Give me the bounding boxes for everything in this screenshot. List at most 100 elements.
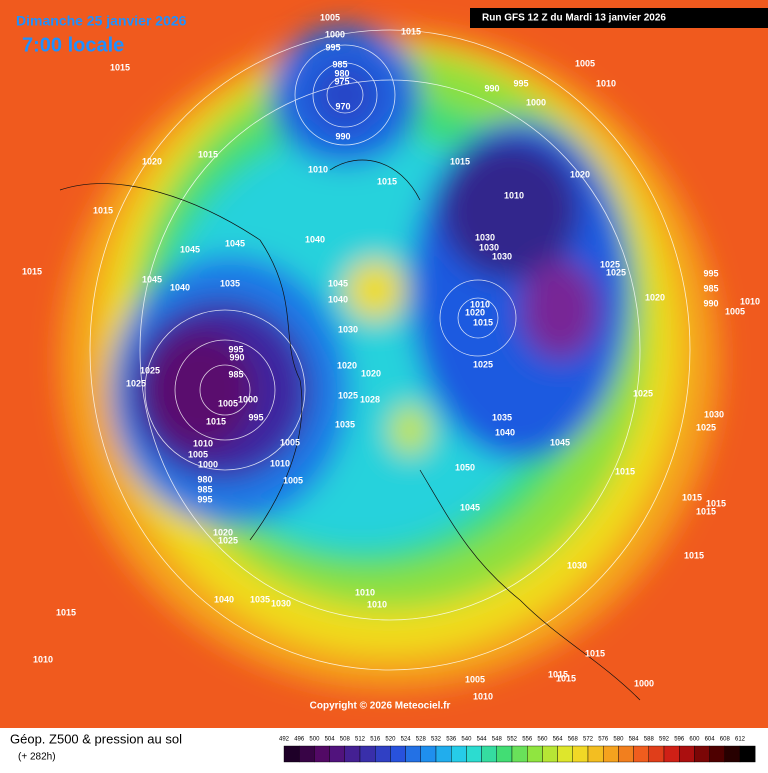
scale-label: 492: [279, 737, 290, 743]
isobar-label: 1025: [473, 359, 493, 369]
field: [0, 0, 768, 728]
isobar-label: 1010: [193, 438, 213, 448]
isobar-label: 1000: [634, 678, 654, 688]
isobar-label: 1025: [606, 267, 626, 277]
isobar-label: 1015: [706, 498, 726, 508]
color-swatch: [359, 745, 376, 763]
isobar-label: 1005: [575, 58, 595, 68]
isobar-label: 1005: [320, 12, 340, 22]
isobar-label: 1020: [645, 292, 665, 302]
isobar-label: 1010: [33, 654, 53, 664]
isobar-label: 1000: [198, 459, 218, 469]
color-swatch: [314, 745, 330, 763]
color-swatch: [435, 745, 452, 763]
scale-label: 536: [446, 737, 457, 743]
color-swatch: [679, 745, 695, 763]
isobar-label: 1015: [548, 669, 568, 679]
scale-label: 532: [431, 737, 442, 743]
scale-label: 584: [629, 737, 640, 743]
color-swatch: [709, 745, 725, 763]
isobar-label: 1015: [585, 648, 605, 658]
isobar-label: 1040: [495, 427, 515, 437]
scale-label: 556: [522, 737, 533, 743]
isobar-label: 1040: [305, 234, 325, 244]
isobar-label: 1045: [142, 274, 162, 284]
isobar-label: 975: [334, 76, 349, 86]
color-swatch: [283, 745, 300, 763]
color-swatch: [663, 745, 680, 763]
isobar-label: 1035: [250, 594, 270, 604]
scale-label: 600: [689, 737, 700, 743]
isobar-label: 1045: [225, 238, 245, 248]
isobar-label: 1005: [280, 437, 300, 447]
run-box: [470, 8, 768, 28]
colorbar: 492 496 500 504 508 512 516 520 524 528 532 536 540 5…: [279, 737, 756, 763]
scale-label: 512: [355, 737, 366, 743]
isobar-label: 1010: [470, 299, 490, 309]
color-swatch: [375, 745, 391, 763]
isobar-label: 1015: [473, 317, 493, 327]
isobar-label: 1000: [238, 394, 258, 404]
isobar-label: 1020: [337, 360, 357, 370]
color-swatch: [511, 745, 528, 763]
scale-label: 572: [583, 737, 594, 743]
scale-label: 568: [568, 737, 579, 743]
isobar-label: 1015: [401, 26, 421, 36]
isobar-label: 1010: [596, 78, 616, 88]
isobar-label: 1025: [696, 422, 716, 432]
scale-label: 564: [553, 737, 564, 743]
isobar-label: 980: [197, 474, 212, 484]
isobar-label: 1010: [367, 599, 387, 609]
isobar-label: 1020: [142, 156, 162, 166]
isobar-label: 1005: [188, 449, 208, 459]
time-label: 7:00 locale: [22, 34, 124, 56]
scale-label: 524: [401, 737, 412, 743]
isobar-label: 970: [335, 101, 350, 111]
isobar-label: 1045: [180, 244, 200, 254]
color-swatch: [496, 745, 513, 763]
isobar-label: 995: [228, 344, 243, 354]
color-swatch: [481, 745, 498, 763]
scale-label: 548: [492, 737, 503, 743]
isobar-label: 1030: [567, 560, 587, 570]
isobar-label: 985: [332, 59, 347, 69]
color-swatch: [344, 745, 361, 763]
scale-label: 560: [537, 737, 548, 743]
isobar-label: 1010: [473, 691, 493, 701]
color-swatch: [527, 745, 543, 763]
isobar-label: 1045: [460, 502, 480, 512]
isobar-label: 1005: [465, 674, 485, 684]
isobar-label: 1040: [170, 282, 190, 292]
isobar-label: 1000: [526, 97, 546, 107]
footer-lead: (+ 282h): [18, 752, 56, 763]
color-swatch: [603, 745, 619, 763]
isobar-label: 1035: [220, 278, 240, 288]
isobar-label: 995: [197, 494, 212, 504]
isobar-label: 1030: [479, 242, 499, 252]
scale-label: 516: [370, 737, 381, 743]
isobar-label: 985: [197, 484, 212, 494]
color-swatch: [451, 745, 467, 763]
isobar-label: 1025: [600, 259, 620, 269]
isobar-label: 1015: [93, 205, 113, 215]
isobar-label: 1015: [684, 550, 704, 560]
isobar-label: 990: [229, 352, 244, 362]
isobar-label: 1040: [328, 294, 348, 304]
run-label: Run GFS 12 Z du Mardi 13 janvier 2026: [482, 13, 666, 24]
isobar-label: 1005: [283, 475, 303, 485]
date-label: Dimanche 25 janvier 2026: [16, 13, 187, 29]
isobar-label: 990: [484, 83, 499, 93]
color-swatch: [694, 745, 710, 763]
isobar-label: 1025: [338, 390, 358, 400]
isobar-label: 1025: [140, 365, 160, 375]
color-swatch: [557, 745, 573, 763]
color-swatch: [542, 745, 558, 763]
scale-label: 500: [309, 737, 320, 743]
scale-label: 520: [385, 737, 396, 743]
scale-label: 508: [340, 737, 351, 743]
scale-label: 496: [294, 737, 305, 743]
isobar-label: 1015: [450, 156, 470, 166]
isobar-label: 1010: [308, 164, 328, 174]
isobar-label: 1010: [740, 296, 760, 306]
